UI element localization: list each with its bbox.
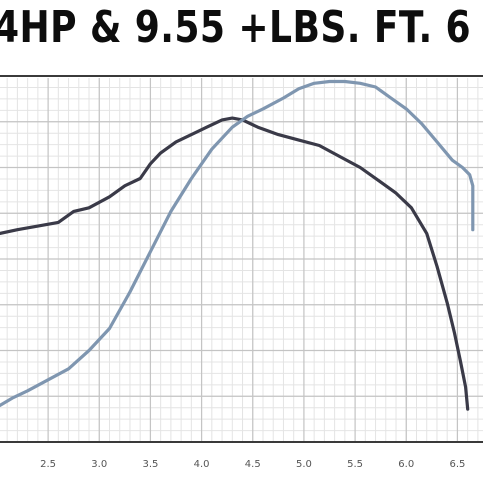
chart-title: 4HP & 9.55 +LBS. FT. 6: [0, 2, 472, 53]
x-tick-label: 2.5: [40, 459, 56, 470]
title-bar: 4HP & 9.55 +LBS. FT. 6: [0, 0, 483, 62]
plot-frame: [0, 75, 483, 443]
x-tick-label: 5.5: [347, 459, 363, 470]
x-tick-label: 3.5: [142, 459, 158, 470]
major-gridlines: [0, 78, 483, 441]
x-tick-label: 4.5: [245, 459, 261, 470]
x-tick-labels: 2.5 3.0 3.5 4.0 4.5 5.0 5.5 6.0 6.5: [40, 459, 465, 470]
x-tick-label: 6.5: [449, 459, 465, 470]
x-tick-label: 4.0: [194, 459, 210, 470]
blue-series-line: [0, 79, 475, 407]
x-tick-label: 3.0: [91, 459, 107, 470]
x-tick-label: 5.0: [296, 459, 312, 470]
x-tick-label: 6.0: [398, 459, 414, 470]
series-lines: [0, 79, 475, 411]
